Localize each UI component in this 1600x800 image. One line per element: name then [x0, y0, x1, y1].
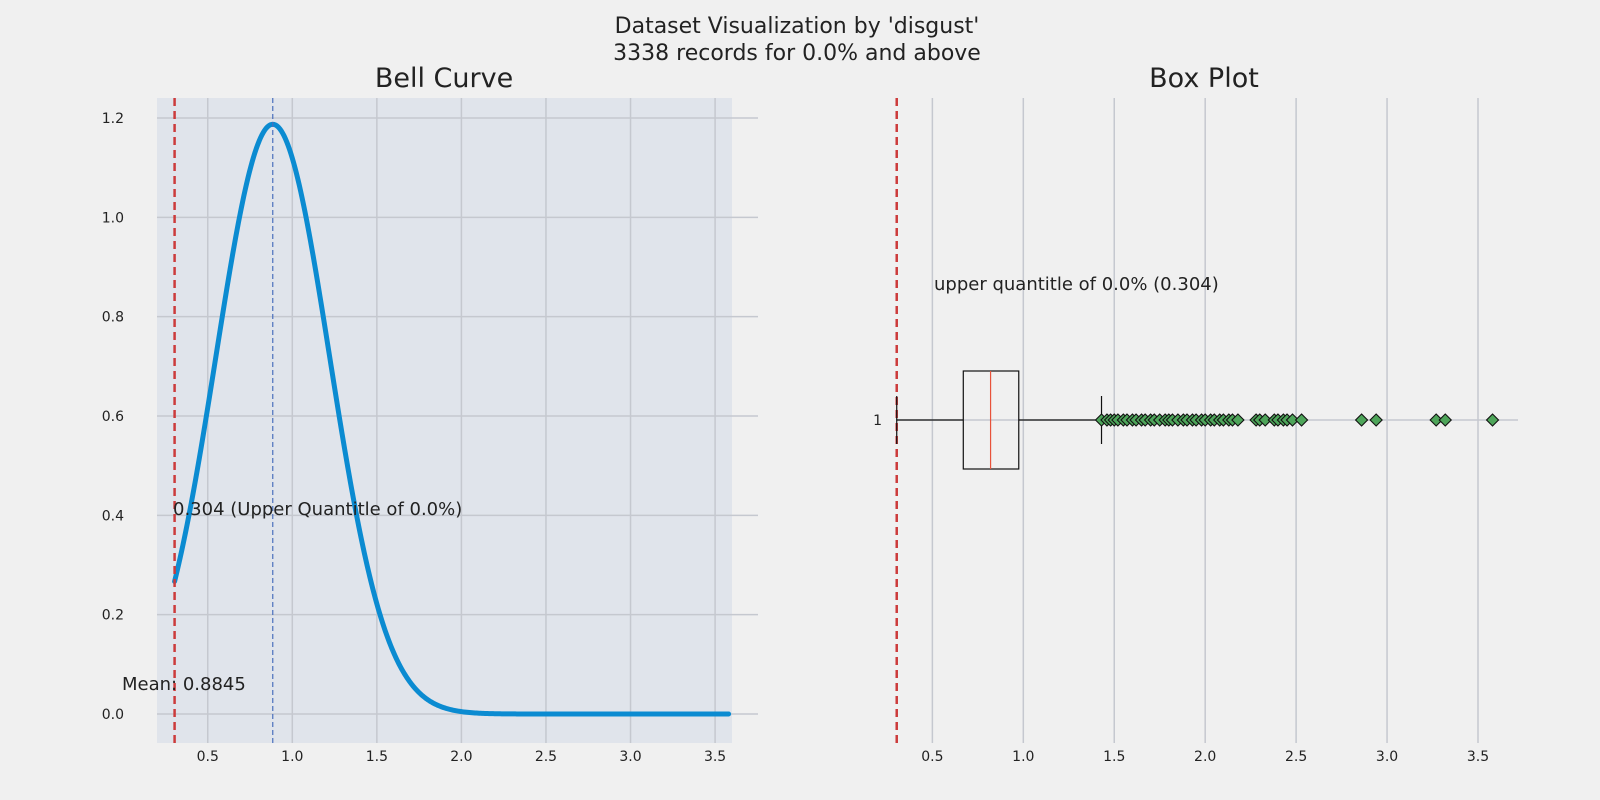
box-plot-y-tick-label: 1 [873, 413, 882, 429]
flier-point [1285, 413, 1300, 427]
box-plot-title: Box Plot [1149, 63, 1259, 94]
bell-x-tick-label: 2.5 [535, 749, 557, 765]
bell-y-tick-label: 0.6 [102, 409, 124, 425]
bell-y-tick-label: 1.2 [102, 111, 124, 127]
bell-x-tick-label: 0.5 [197, 749, 219, 765]
box-x-tick-label: 1.0 [1012, 749, 1034, 765]
box-x-tick-label: 3.5 [1467, 749, 1489, 765]
box-x-tick-label: 2.5 [1285, 749, 1307, 765]
flier-point [1354, 413, 1369, 427]
bell-x-tick-label: 2.0 [450, 749, 472, 765]
flier-point [1369, 413, 1383, 427]
bell-y-tick-label: 0.2 [102, 608, 124, 624]
flier-point [1485, 413, 1500, 427]
flier-point [1429, 413, 1443, 427]
bell-x-tick-label: 3.0 [619, 749, 641, 765]
flier-point [1294, 413, 1309, 427]
bell-curve-plot-area [157, 98, 732, 743]
bell-y-tick-label: 0.8 [102, 310, 124, 326]
box-x-tick-label: 2.0 [1194, 749, 1216, 765]
box-x-tick-label: 3.0 [1376, 749, 1398, 765]
bell-curve-panel: Bell Curve 0.5 1.0 1.5 2.0 2.5 3.0 3.5 0.00.20… [102, 63, 758, 765]
flier-point [1258, 413, 1272, 427]
bell-curve-line [172, 121, 732, 717]
bell-x-tick-label: 3.5 [704, 749, 726, 765]
box-fliers [1094, 413, 1500, 427]
bell-x-tick-label: 1.0 [281, 749, 303, 765]
bell-x-tick-label: 1.5 [366, 749, 388, 765]
flier-point [1231, 413, 1245, 427]
box-x-tick-label: 1.5 [1103, 749, 1125, 765]
bell-y-tick-label: 0.0 [102, 707, 124, 723]
flier-point [1438, 413, 1453, 427]
figure-title-line-2: 3338 records for 0.0% and above [613, 41, 981, 66]
mean-annotation: Mean: 0.8845 [122, 674, 246, 695]
figure-title-line-1: Dataset Visualization by 'disgust' [615, 14, 980, 39]
box-plot-panel: Box Plot 0.5 1.0 1.5 2.0 2.5 3.0 3.5 1 upper q… [873, 63, 1518, 765]
quantile-annotation: 0.304 (Upper Quantitle of 0.0%) [173, 499, 462, 520]
box-plot-x-ticks: 0.5 1.0 1.5 2.0 2.5 3.0 3.5 [921, 749, 1489, 765]
box-x-tick-label: 0.5 [921, 749, 943, 765]
bell-curve-x-ticks: 0.5 1.0 1.5 2.0 2.5 3.0 3.5 [197, 749, 727, 765]
bell-curve-title: Bell Curve [375, 63, 513, 94]
bell-y-tick-label: 0.4 [102, 508, 124, 524]
bell-y-tick-label: 1.0 [102, 210, 124, 226]
box-quantile-annotation: upper quantitle of 0.0% (0.304) [934, 274, 1219, 295]
bell-curve-y-ticks: 0.0 0.2 0.4 0.6 0.8 1.0 1.2 [102, 111, 124, 723]
